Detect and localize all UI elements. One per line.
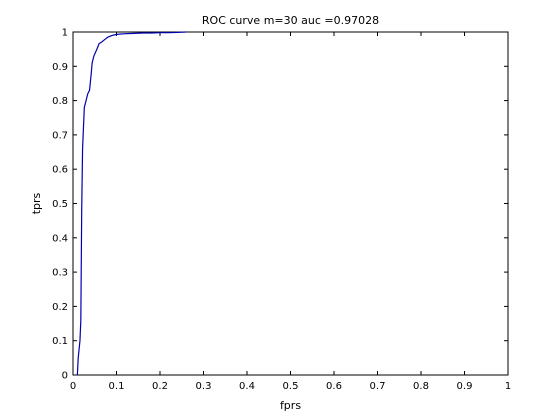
x-tick-label: 0.5 [283,381,299,392]
x-tick-label: 0.4 [239,381,255,392]
x-tick-label: 0.8 [413,381,429,392]
chart-title: ROC curve m=30 auc =0.97028 [202,14,379,27]
x-axis-label: fprs [280,399,301,412]
x-tick-label: 0 [70,381,76,392]
x-tick-label: 0.7 [370,381,386,392]
x-tick-label: 0.6 [326,381,342,392]
y-tick-label: 0.5 [52,199,68,210]
y-axis-label: tprs [30,192,43,214]
plot-area [72,31,509,376]
series-group [76,31,187,376]
y-tick-label: 0.8 [52,96,68,107]
x-tick-label: 1 [505,381,511,392]
y-tick-label: 0.4 [52,233,68,244]
y-tick-label: 0 [62,371,68,382]
y-tick-label: 0.1 [52,336,68,347]
axis-ticks: 0 0.1 0.2 0.3 0.4 0.5 0.6 0.7 0.8 0.9 1 0 0.1 0.2 0.3 0… [52,28,511,393]
x-tick-label: 0.9 [457,381,473,392]
y-tick-label: 0.9 [52,62,68,73]
y-tick-label: 0.7 [52,130,68,141]
y-tick-label: 0.2 [52,302,68,313]
roc-curve-line [76,31,187,376]
x-tick-label: 0.3 [196,381,212,392]
x-tick-label: 0.2 [152,381,168,392]
y-tick-label: 1 [62,28,68,39]
y-tick-label: 0.3 [52,268,68,279]
x-tick-label: 0.1 [109,381,125,392]
y-tick-label: 0.6 [52,165,68,176]
